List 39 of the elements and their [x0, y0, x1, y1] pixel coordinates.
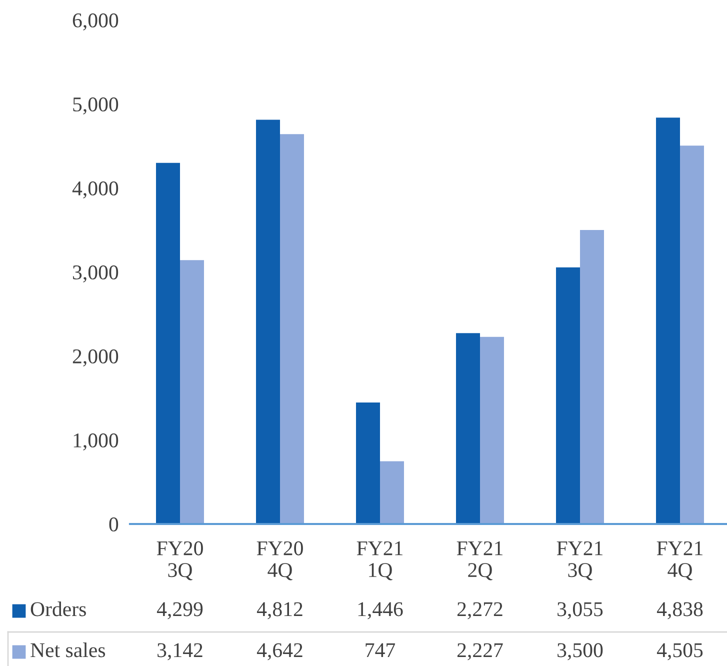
y-tick-label: 3,000 [73, 265, 118, 282]
data-label: 4,642 [256, 643, 302, 660]
legend-label: Orders [30, 602, 86, 616]
bar [656, 118, 680, 524]
data-label: 1,446 [358, 602, 403, 620]
bar [380, 461, 404, 524]
bar [256, 120, 280, 524]
data-label: 4,838 [656, 602, 703, 620]
x-tick-label: FY21 4Q [656, 541, 702, 580]
bar [356, 402, 380, 524]
data-label: 4,505 [656, 643, 703, 660]
data-label: 3,500 [558, 643, 603, 660]
data-label: 3,142 [158, 643, 202, 660]
bar [480, 336, 504, 524]
x-tick-label: FY20 3Q [156, 541, 203, 580]
bar [180, 260, 204, 524]
legend-label: Net sales [30, 642, 106, 658]
y-tick-label: 1,000 [74, 433, 118, 450]
y-tick-label: 0 [109, 517, 118, 532]
bar [456, 333, 480, 524]
bar [580, 230, 604, 524]
data-label: 3,055 [558, 602, 603, 620]
x-tick-label: FY21 2Q [456, 541, 502, 580]
bar [556, 267, 580, 524]
x-tick-label: FY20 4Q [256, 541, 303, 580]
data-label: 2,272 [457, 602, 502, 620]
y-tick-label: 5,000 [73, 97, 118, 114]
x-tick-label: FY21 1Q [356, 541, 402, 580]
data-label: 747 [366, 643, 396, 658]
y-tick-label: 2,000 [72, 349, 118, 366]
y-tick-label: 4,000 [72, 181, 118, 198]
data-label: 2,227 [457, 643, 503, 660]
bar [156, 162, 180, 524]
x-tick-label: FY21 3Q [556, 541, 602, 580]
data-label: 4,299 [156, 602, 203, 620]
y-tick-label: 6,000 [72, 13, 118, 30]
data-label: 4,812 [256, 602, 302, 620]
bar [280, 134, 304, 524]
bar [680, 146, 704, 524]
